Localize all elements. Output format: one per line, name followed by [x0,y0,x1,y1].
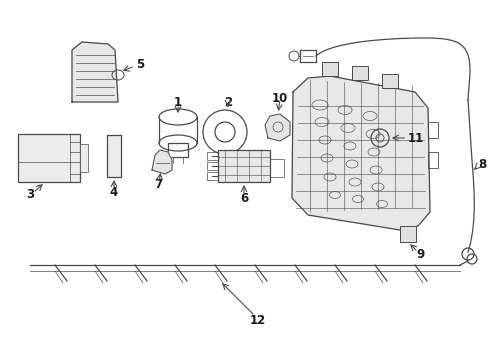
Text: 10: 10 [272,91,288,104]
Text: 5: 5 [136,58,144,72]
Polygon shape [72,42,118,102]
Text: 12: 12 [250,314,266,327]
Polygon shape [292,76,430,230]
Bar [270,159,284,177]
Text: 3: 3 [26,189,34,202]
Bar [207,172,218,180]
Text: 11: 11 [408,131,424,144]
Bar [80,144,88,172]
Text: 7: 7 [154,179,162,192]
Polygon shape [152,150,172,174]
Bar [322,62,338,76]
Bar [428,152,438,168]
Bar [207,162,218,170]
Text: 2: 2 [224,95,232,108]
Bar [400,226,416,242]
Bar [168,143,188,157]
Bar [107,135,121,177]
Text: 6: 6 [240,192,248,204]
Text: 8: 8 [478,158,486,171]
Bar [352,66,368,80]
Text: 4: 4 [110,185,118,198]
Bar [207,152,218,160]
Bar [18,134,80,182]
Bar [382,74,398,88]
Text: 1: 1 [174,95,182,108]
Polygon shape [265,114,290,141]
Bar [428,122,438,138]
FancyBboxPatch shape [218,150,270,182]
Text: 9: 9 [416,248,424,261]
